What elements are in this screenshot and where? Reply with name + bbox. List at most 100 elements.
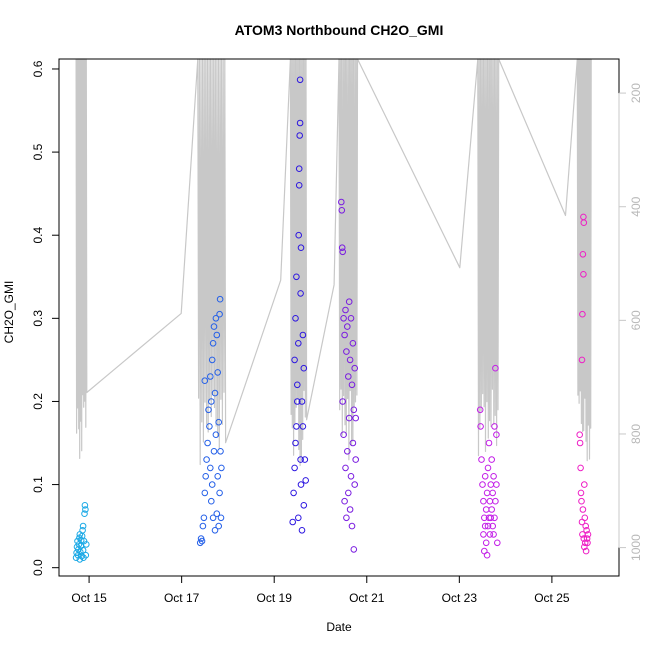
data-point: [200, 514, 208, 522]
data-point: [479, 481, 486, 488]
data-point: [350, 406, 358, 414]
data-point: [584, 539, 591, 547]
data-point: [349, 340, 357, 347]
data-point: [486, 497, 494, 505]
data-point: [79, 522, 87, 530]
data-point: [582, 547, 590, 555]
data-point: [213, 331, 221, 339]
data-point: [298, 527, 306, 534]
data-point: [581, 481, 588, 488]
data-point: [351, 364, 359, 372]
data-point: [344, 448, 351, 455]
data-point: [217, 448, 224, 455]
data-point: [580, 271, 587, 278]
data-point: [351, 481, 359, 488]
data-point: [584, 531, 592, 538]
data-point: [582, 522, 590, 530]
data-point: [579, 251, 587, 258]
x-tick-label: Oct 15: [71, 591, 107, 605]
x-axis: Oct 15 Oct 17 Oct 19 Oct 21 Oct 23 Oct 25: [71, 575, 570, 605]
data-point: [83, 541, 90, 548]
data-point: [217, 514, 225, 522]
data-point: [74, 537, 81, 545]
y-tick-label: 0.5: [31, 143, 45, 160]
data-point: [296, 119, 304, 127]
data-point: [215, 522, 222, 530]
data-point: [483, 489, 491, 497]
data-point: [292, 439, 299, 447]
chart-title: ATOM3 Northbound CH2O_GMI: [235, 22, 444, 38]
data-point: [77, 537, 85, 544]
data-point: [480, 531, 487, 538]
data-point: [490, 531, 497, 538]
data-point: [291, 356, 298, 364]
data-point: [352, 456, 360, 463]
data-point: [482, 539, 490, 547]
data-point: [492, 364, 499, 372]
secondary-tick-label: 600: [629, 310, 643, 330]
data-point: [581, 543, 588, 551]
data-point: [578, 356, 586, 364]
data-point: [481, 514, 488, 522]
data-point: [297, 290, 304, 297]
secondary-tick-label: 800: [629, 424, 643, 444]
data-points: [72, 76, 592, 563]
data-point: [581, 514, 589, 522]
data-point: [208, 398, 215, 405]
data-point: [341, 497, 348, 505]
data-point: [341, 331, 348, 339]
data-point: [294, 381, 301, 389]
data-point: [488, 506, 496, 513]
data-point: [299, 331, 307, 339]
secondary-tick-label: 1000: [629, 534, 643, 561]
data-point: [345, 298, 353, 306]
pressure-trace: [75, 58, 592, 467]
data-point: [483, 551, 491, 559]
pressure-line: [75, 58, 592, 467]
data-point: [216, 489, 223, 497]
data-point: [338, 207, 346, 214]
data-point: [340, 431, 347, 439]
x-tick-label: Oct 21: [349, 591, 385, 605]
data-point: [352, 414, 360, 422]
data-point: [491, 514, 498, 522]
data-point: [493, 481, 500, 488]
data-point: [207, 373, 214, 380]
data-point: [295, 182, 303, 189]
data-point: [340, 315, 347, 322]
data-point: [486, 531, 494, 538]
data-point: [576, 439, 584, 447]
y-tick-label: 0.2: [31, 393, 45, 410]
y-tick-label: 0.4: [31, 227, 45, 244]
data-point: [203, 456, 210, 463]
data-point: [291, 464, 298, 472]
data-point: [206, 423, 213, 430]
data-point: [297, 244, 305, 251]
y-axis: 0.0 0.1 0.2 0.3 0.4 0.5 0.6: [31, 60, 60, 576]
data-point: [208, 497, 215, 505]
data-point: [338, 244, 346, 251]
data-point: [484, 522, 492, 530]
data-point: [339, 248, 347, 256]
data-point: [82, 551, 90, 559]
data-point: [487, 481, 495, 488]
y-tick-label: 0.3: [31, 310, 45, 327]
data-point: [213, 510, 221, 518]
data-point: [494, 539, 501, 547]
data-point: [347, 473, 355, 480]
data-point: [209, 514, 217, 522]
data-point: [289, 518, 297, 526]
data-point: [300, 502, 308, 509]
data-point: [577, 464, 584, 472]
data-point: [214, 369, 221, 376]
data-point: [477, 423, 484, 430]
data-point: [578, 497, 585, 505]
secondary-tick-label: 200: [629, 83, 643, 103]
data-point: [210, 448, 218, 455]
data-point: [201, 489, 209, 497]
data-point: [294, 398, 301, 405]
data-point: [345, 414, 353, 422]
data-point: [338, 198, 345, 206]
data-point: [210, 323, 218, 330]
